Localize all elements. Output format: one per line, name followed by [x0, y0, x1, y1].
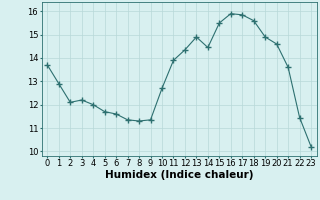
- X-axis label: Humidex (Indice chaleur): Humidex (Indice chaleur): [105, 170, 253, 180]
